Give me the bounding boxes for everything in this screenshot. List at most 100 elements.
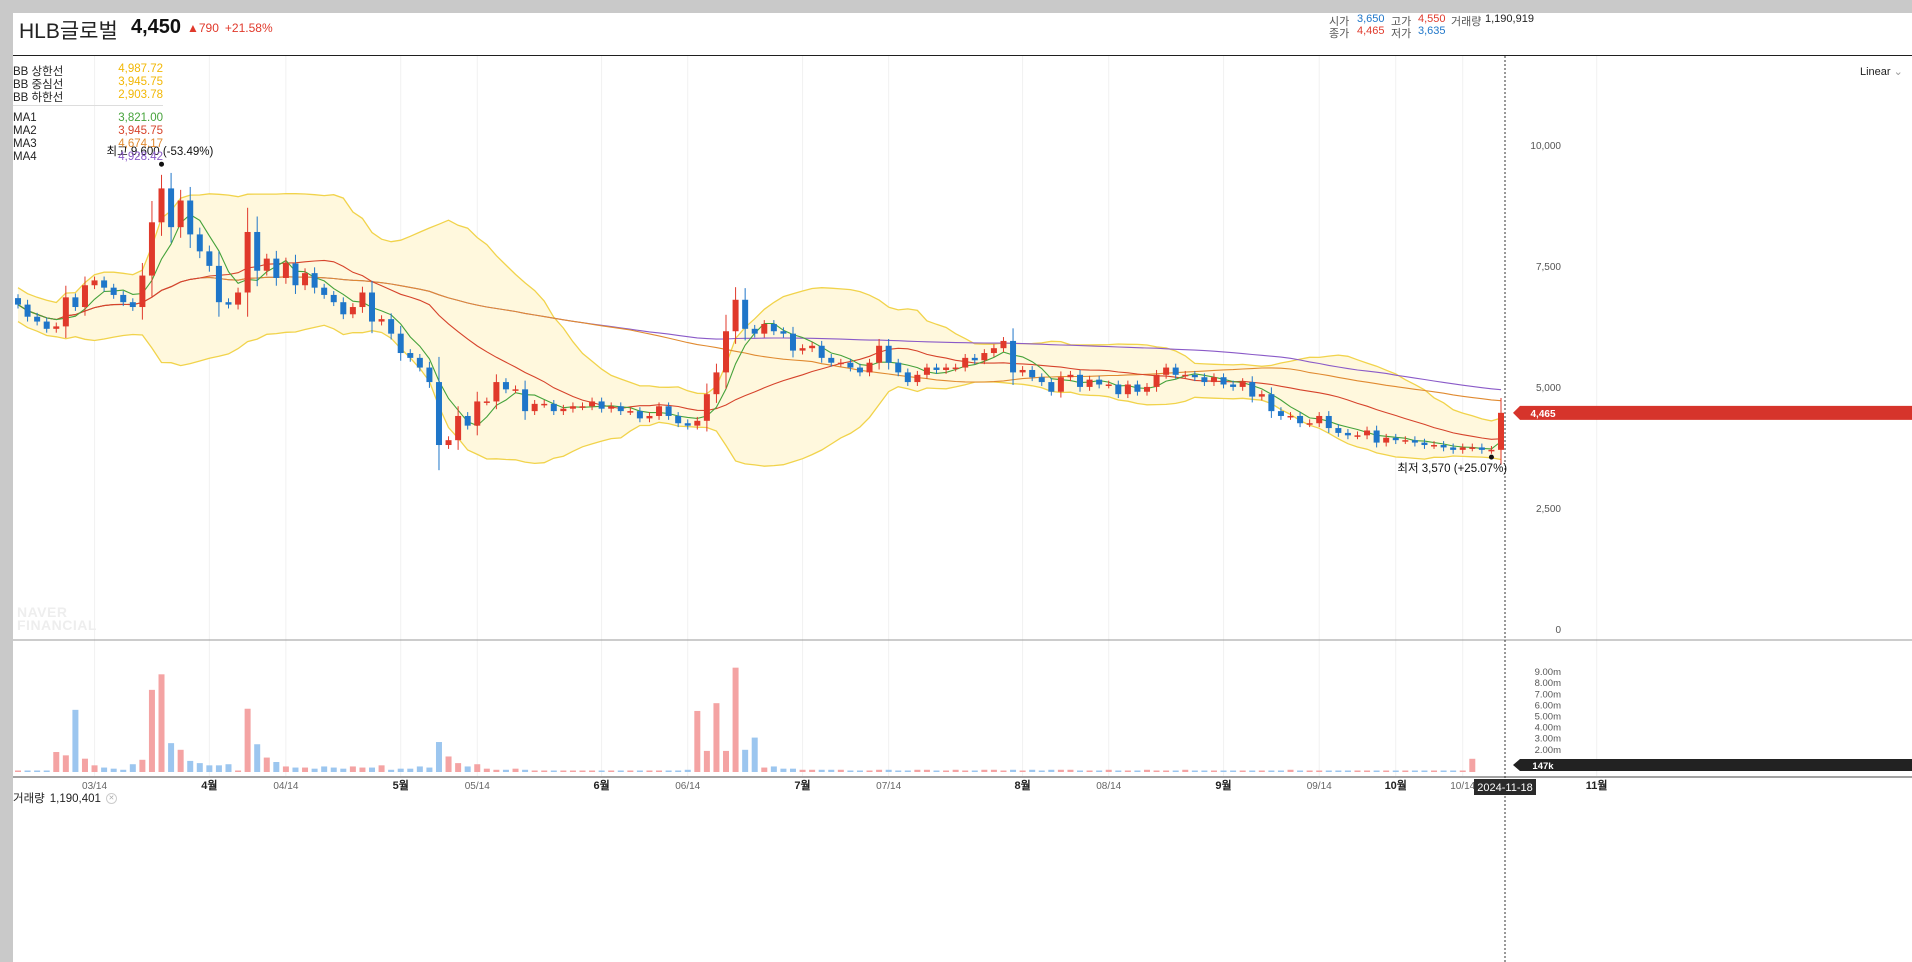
legend-ma4: MA4 4,928.42 (13, 151, 163, 163)
candle-body (1067, 374, 1074, 378)
volume-bar (397, 768, 404, 772)
x-tick-label: 10월 (1385, 778, 1407, 792)
volume-bar (1354, 770, 1361, 772)
current-price-tag-label: 4,465 (1530, 409, 1555, 420)
candle-body (627, 411, 634, 413)
candle-body (120, 294, 127, 303)
volume-bar (1077, 770, 1084, 772)
candle-body (1048, 382, 1055, 392)
volume-bar (120, 769, 127, 772)
candle-body (598, 401, 605, 409)
candle-body (129, 302, 136, 308)
candle-body (751, 328, 758, 334)
candle-body (684, 423, 691, 426)
volume-bar (1057, 769, 1064, 772)
candle-body (1201, 377, 1208, 383)
volume-bar (359, 767, 366, 772)
candle-body (1459, 447, 1466, 450)
volume-bar (148, 689, 155, 772)
volume-bar (1431, 770, 1438, 772)
candle-body (981, 353, 988, 361)
candle-body (885, 345, 892, 363)
candle-body (933, 367, 940, 370)
candle-body (1316, 415, 1323, 424)
chevron-down-icon: ⌄ (1893, 66, 1903, 78)
legend-bb-lower: BB 하한선 2,903.78 (13, 89, 163, 104)
candle-body (1230, 384, 1237, 387)
candle-body (1057, 377, 1064, 392)
volume-bar (1048, 769, 1055, 772)
volume-legend: 거래량 1,190,401 ✕ (13, 790, 122, 806)
volume-bar (981, 769, 988, 772)
candle-body (1402, 440, 1409, 442)
volume-bar (895, 770, 902, 772)
volume-bar (923, 769, 930, 772)
candle-body (158, 188, 165, 223)
volume-bar (263, 757, 270, 772)
candle-body (770, 323, 777, 332)
volume-bar (206, 765, 213, 772)
volume-bar (388, 769, 395, 772)
candle-body (550, 403, 557, 412)
candle-body (1191, 374, 1198, 378)
scale-toggle-button[interactable]: Linear ⌄ (1860, 66, 1903, 78)
legend-divider (13, 105, 163, 106)
volume-bar (72, 709, 79, 772)
volume-bar (43, 770, 50, 772)
candle-body (1450, 447, 1457, 450)
candle-body (723, 331, 730, 373)
candle-body (1469, 447, 1476, 449)
volume-bar (1038, 770, 1045, 772)
candle-body (1210, 377, 1217, 383)
price-chart[interactable]: 0 2,500 5,000 7,500 10,000 2.00m3.00m4.00m5.0… (13, 13, 1912, 962)
volume-bar (636, 770, 643, 772)
candle-body (1383, 437, 1390, 443)
volume-bar (809, 769, 816, 772)
volume-bar (1297, 770, 1304, 772)
candle-body (799, 348, 806, 351)
volume-bar (656, 770, 663, 772)
volume-bar (885, 769, 892, 772)
volume-bar (1230, 770, 1237, 772)
candle-body (139, 275, 146, 308)
close-icon[interactable]: ✕ (105, 793, 117, 805)
naver-financial-watermark: NAVER FINANCIAL (17, 604, 97, 633)
volume-quote-value: 1,190,919 (1485, 13, 1534, 25)
close-value: 4,465 (1357, 25, 1385, 37)
volume-tick-label: 8.00m (1535, 678, 1561, 689)
volume-quote-label: 거래량 (1451, 16, 1482, 28)
candle-body (608, 406, 615, 409)
candle-body (62, 297, 69, 327)
x-tick-label: 5월 (393, 778, 409, 792)
volume-bar (426, 767, 433, 772)
candle-body (1277, 411, 1284, 416)
candle-body (378, 319, 385, 322)
x-tick-label: 11월 (1586, 778, 1608, 792)
candle-body (1019, 369, 1026, 373)
candle-body (1038, 377, 1045, 383)
candle-body (187, 200, 194, 235)
candle-body (579, 406, 586, 408)
candle-body (962, 357, 969, 368)
volume-bar (196, 763, 203, 772)
volume-bar (177, 749, 184, 772)
volume-bar (962, 770, 969, 772)
legend-ma1: MA1 3,821.00 (13, 112, 163, 124)
change-amount: ▲790 (187, 21, 219, 35)
x-tick-label: 04/14 (273, 781, 298, 792)
volume-bar (1335, 770, 1342, 772)
legend-ma3: MA3 4,674.17 (13, 138, 163, 150)
volume-bar (1239, 770, 1246, 772)
candle-body (1134, 384, 1141, 392)
volume-bar (24, 770, 31, 772)
candle-body (340, 302, 347, 315)
high-value: 4,550 (1418, 13, 1446, 25)
x-tick-label: 08/14 (1096, 781, 1121, 792)
volume-bar (34, 770, 41, 772)
volume-bar (1000, 770, 1007, 772)
volume-bar (129, 764, 136, 772)
candle-body (1287, 415, 1294, 418)
volume-bar (770, 766, 777, 772)
candle-body (1258, 394, 1265, 397)
volume-bar (990, 769, 997, 772)
